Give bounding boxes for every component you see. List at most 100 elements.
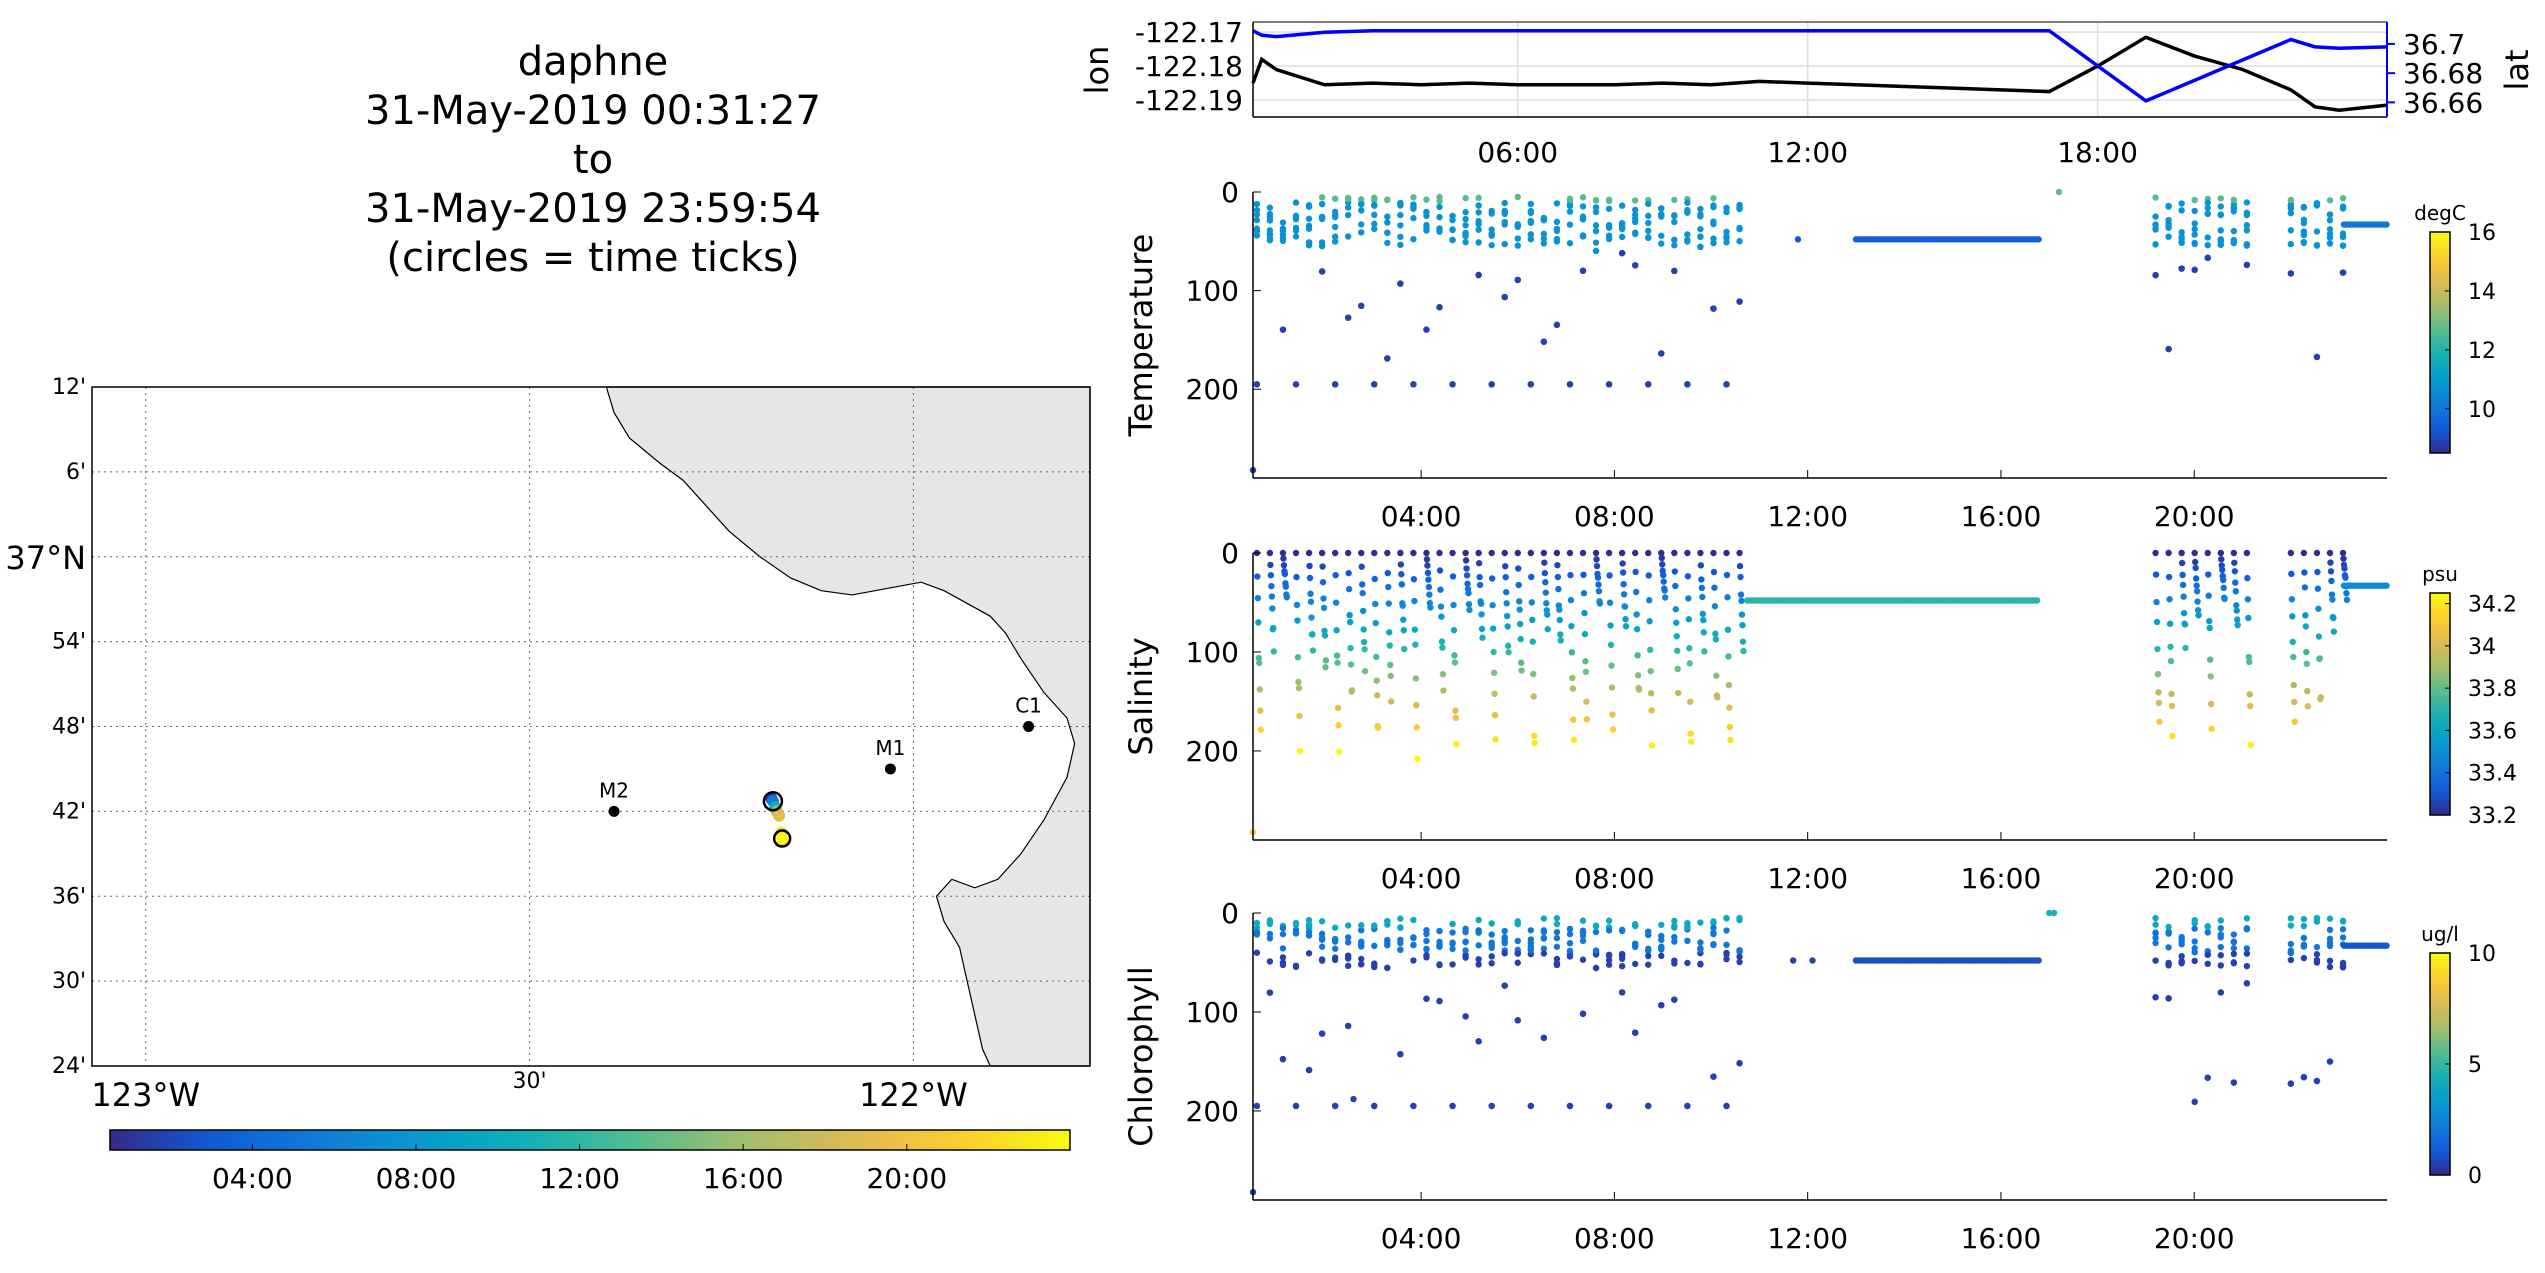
- data-point: [1347, 644, 1354, 652]
- data-point: [2193, 588, 2201, 595]
- data-point: [1279, 959, 1287, 966]
- data-point: [1358, 201, 1365, 208]
- data-point: [1646, 618, 1653, 625]
- data-point: [1570, 736, 1578, 743]
- data-point: [1645, 1102, 1652, 1110]
- data-point: [1530, 693, 1537, 700]
- data-point: [1266, 549, 1274, 557]
- data-point: [1544, 611, 1551, 618]
- data-point: [2301, 569, 2308, 576]
- data-point: [1635, 686, 1643, 693]
- data-point: [1423, 937, 1430, 945]
- data-point: [1475, 271, 1482, 279]
- data-point: [1553, 218, 1561, 226]
- data-point: [1347, 661, 1355, 668]
- data-point: [1727, 736, 1734, 744]
- data-point: [1658, 240, 1665, 247]
- data-point: [1697, 562, 1705, 569]
- data-point: [2289, 638, 2296, 646]
- data-point: [1556, 616, 1564, 624]
- data-point: [1725, 681, 1733, 689]
- lat-tick-label: 54': [52, 630, 86, 655]
- data-point: [1592, 227, 1600, 235]
- data-point: [1738, 597, 1745, 605]
- data-point: [1596, 600, 1604, 607]
- data-point: [2204, 234, 2211, 241]
- data-point: [1344, 314, 1352, 321]
- data-point: [2152, 241, 2159, 248]
- data-point: [1660, 571, 1667, 579]
- x-tick-label: 04:00: [1381, 1222, 1462, 1255]
- data-point: [2191, 558, 2199, 566]
- data-point: [1449, 381, 1456, 388]
- data-point: [1488, 931, 1495, 938]
- data-point: [2339, 963, 2347, 971]
- data-point: [1266, 935, 1274, 942]
- data-point: [2205, 571, 2212, 578]
- data-point: [1619, 569, 1627, 576]
- data-point: [1256, 686, 1263, 693]
- data-point: [2230, 239, 2238, 247]
- data-point: [1609, 711, 1616, 718]
- data-point: [1331, 945, 1339, 952]
- data-point: [1373, 677, 1380, 684]
- data-point: [1479, 634, 1486, 641]
- data-point: [1279, 945, 1287, 952]
- data-point: [1410, 941, 1417, 949]
- data-point: [2191, 239, 2198, 247]
- colorbar: [2429, 592, 2451, 816]
- data-point: [1475, 194, 1482, 202]
- data-point: [1322, 657, 1330, 664]
- data-point: [1279, 954, 1287, 961]
- data-point: [1631, 549, 1639, 557]
- data-point: [2300, 915, 2308, 923]
- data-point: [1279, 925, 1287, 932]
- data-point: [1540, 230, 1548, 238]
- data-point: [2244, 574, 2251, 582]
- data-point: [1504, 623, 1511, 630]
- data-point: [1475, 226, 1482, 233]
- data-point: [1553, 928, 1561, 936]
- data-point: [2155, 699, 2163, 707]
- data-point: [1710, 218, 1717, 225]
- data-point: [2302, 612, 2309, 619]
- data-point: [1387, 698, 1395, 705]
- data-point: [1710, 919, 1717, 927]
- data-point: [1361, 646, 1368, 653]
- data-point: [1292, 549, 1300, 557]
- data-point: [2204, 960, 2211, 968]
- data-point: [2152, 934, 2159, 942]
- data-point: [1579, 213, 1587, 220]
- data-point: [1581, 630, 1589, 638]
- map-panel: 12' 6' 37°N 54' 48' 42' 36' 30' 24'123°W 30' 122°W…: [5, 375, 1091, 1114]
- data-point: [1504, 642, 1512, 649]
- x-tick-label: 08:00: [1574, 500, 1655, 533]
- data-point: [1475, 916, 1482, 924]
- data-point: [1292, 1102, 1300, 1110]
- data-point: [1527, 217, 1535, 225]
- data-point: [1567, 571, 1574, 579]
- data-point: [1335, 722, 1342, 729]
- data-point: [1700, 629, 1707, 636]
- data-point: [2287, 949, 2295, 956]
- data-point: [2243, 241, 2251, 248]
- data-point: [1605, 961, 1613, 968]
- data-point: [1268, 593, 1276, 600]
- data-point: [1566, 208, 1574, 215]
- data-point: [2243, 950, 2251, 957]
- data-point: [1540, 915, 1548, 922]
- colorbar-units: degC: [2414, 201, 2466, 225]
- data-point: [2313, 242, 2321, 249]
- data-point: [1319, 563, 1326, 570]
- data-point: [1450, 601, 1457, 609]
- data-point: [1475, 956, 1482, 963]
- data-point: [1410, 205, 1417, 212]
- data-point: [1359, 589, 1366, 597]
- chlorophyll-plot: 04:00 08:00 12:00 16:00 20:000100200Chloroph…: [1122, 897, 2496, 1255]
- data-point: [2152, 226, 2159, 233]
- data-point: [2303, 660, 2310, 668]
- data-point: [1449, 945, 1456, 953]
- data-point: [1282, 583, 1290, 590]
- data-point: [2339, 926, 2347, 933]
- data-point: [1607, 641, 1615, 649]
